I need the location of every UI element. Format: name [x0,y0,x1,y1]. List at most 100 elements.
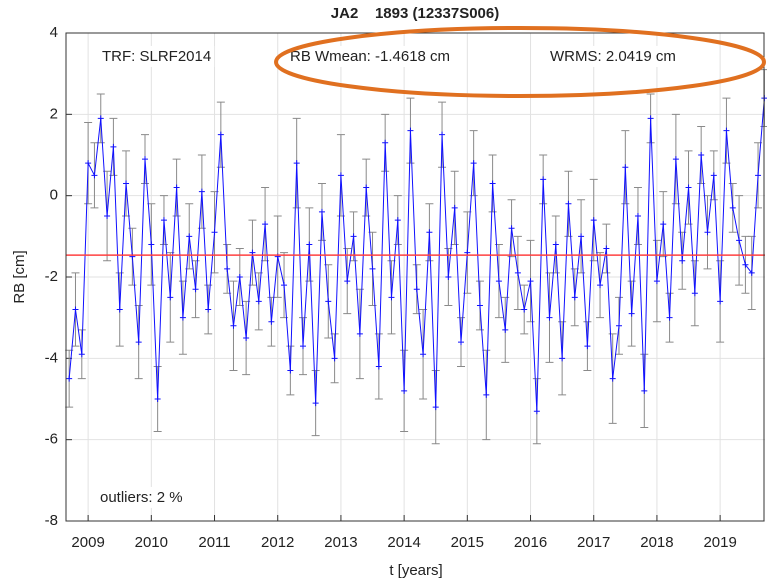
data-point [552,241,559,248]
data-point [603,245,610,252]
data-point [609,375,616,382]
data-point [394,217,401,224]
annotation: TRF: SLRF2014 [102,48,211,65]
data-point [78,351,85,358]
data-point [325,298,332,305]
data-point [331,355,338,362]
x-tick-label: 2018 [640,534,673,551]
data-point [173,184,180,191]
data-point [439,131,446,138]
data-point [451,204,458,211]
y-tick-label: 0 [50,187,58,204]
data-point [192,286,199,293]
data-point [72,306,79,313]
data-point [616,322,623,329]
data-point [533,408,540,415]
data-point [268,318,275,325]
data-point [508,225,515,232]
data-point [198,188,205,195]
annotation-background [287,45,454,67]
data-point [160,217,167,224]
chart-title: JA2 1893 (12337S006) [331,5,499,22]
data-point [110,143,117,150]
data-point [622,164,629,171]
data-point [571,294,578,301]
x-tick-label: 2013 [324,534,357,551]
data-point [116,306,123,313]
data-point [426,229,433,236]
data-point [217,131,224,138]
data-point [584,343,591,350]
x-axis-label: t [years] [389,562,442,579]
data-point [262,221,269,228]
data-point [559,355,566,362]
data-point [205,306,212,313]
data-point [704,229,711,236]
x-tick-label: 2010 [135,534,168,551]
data-point [647,115,654,122]
data-point [148,241,155,248]
data-point [729,204,736,211]
data-point [736,237,743,244]
data-point [742,261,749,268]
data-point [634,213,641,219]
data-point [527,278,534,285]
data-point [123,180,130,187]
data-point [306,241,313,248]
y-axis-label: RB [cm] [11,250,28,303]
x-tick-label: 2012 [261,534,294,551]
x-tick-label: 2016 [514,534,547,551]
data-point [186,233,193,240]
data-point [363,184,370,191]
annotation-background [547,45,679,67]
data-point [401,387,408,394]
data-point [755,172,762,179]
x-tick-label: 2011 [198,534,230,551]
data-point [287,367,294,374]
data-point [211,229,218,236]
data-point [521,306,528,313]
data-point [495,278,502,285]
data-point [445,274,452,280]
data-point [470,160,477,167]
data-point [723,127,730,134]
y-tick-label: -8 [45,512,58,529]
data-point [489,180,496,187]
annotation-background [99,45,215,67]
data-point [85,160,92,167]
data-point [672,156,679,163]
data-point [458,339,465,346]
data-point [407,127,414,134]
data-point [167,294,174,301]
data-point [179,314,186,321]
data-point [382,139,389,146]
data-point [710,172,717,179]
data-point [420,351,427,358]
data-point [502,326,509,333]
data-point [540,176,547,183]
data-point [337,172,344,179]
data-point [578,233,585,240]
data-point [293,160,300,167]
data-point [565,200,572,207]
data-point [432,404,439,411]
y-tick-label: -6 [45,431,58,448]
data-point [91,172,98,179]
x-tick-label: 2017 [577,534,610,551]
data-point [483,391,490,398]
annotation: RB Wmean: -1.4618 cm [290,48,450,65]
data-point [717,298,724,305]
data-point [628,310,635,317]
data-point [653,278,660,285]
data-point [312,400,319,407]
data-point [698,152,705,158]
y-tick-label: 4 [50,24,58,41]
y-tick-label: -4 [45,349,58,366]
data-point [142,156,149,163]
data-point [243,335,250,341]
data-point [748,269,755,276]
data-point [660,221,667,228]
data-point [641,387,648,394]
x-tick-label: 2014 [387,534,420,551]
